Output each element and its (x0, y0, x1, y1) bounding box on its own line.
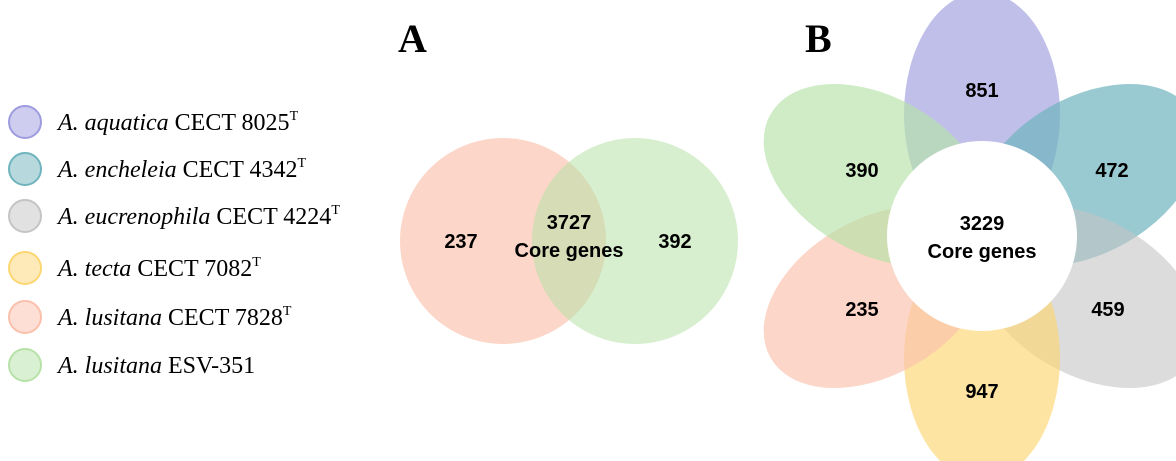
legend-species: A. tecta (56, 256, 131, 282)
legend-sup: T (283, 304, 292, 319)
panel-label-a: A (398, 16, 427, 61)
legend-strain: CECT 7828 (168, 305, 283, 331)
legend-strain: CECT 8025 (175, 110, 290, 136)
panel-label-b: B (805, 16, 832, 61)
petal-value-encheleia: 472 (1095, 160, 1128, 182)
legend-swatch (8, 251, 42, 285)
legend-strain: CECT 7082 (137, 256, 252, 282)
legend-species: A. eucrenophila (56, 204, 210, 230)
legend-species: A. aquatica (56, 110, 169, 136)
legend-strain: CECT 4342 (183, 157, 298, 183)
venn-a-circle-lusitana-esv (532, 138, 738, 344)
venn-b: 851 472 459 947 235 390 3229 Core genes (763, 0, 1176, 461)
legend-swatch (8, 152, 42, 186)
venn-b-core-value: 3229 (960, 213, 1005, 235)
legend-strain: ESV-351 (168, 353, 255, 379)
petal-value-lusitana-cect: 235 (845, 299, 878, 321)
venn-a-left-value: 237 (444, 231, 477, 253)
legend-swatch (8, 105, 42, 139)
legend-sup: T (290, 109, 299, 124)
venn-a-core-label: Core genes (515, 240, 624, 262)
svg-text:A. tecta CECT 7082T: A. tecta CECT 7082T (56, 255, 261, 282)
svg-text:A. aquatica CECT 8025T: A. aquatica CECT 8025T (56, 109, 299, 136)
petal-value-eucrenophila: 459 (1091, 299, 1124, 321)
petal-value-aquatica: 851 (965, 80, 998, 102)
legend-sup: T (331, 203, 340, 218)
legend-swatch (8, 300, 42, 334)
venn-a-core-value: 3727 (547, 212, 592, 234)
venn-a: 237 392 3727 Core genes (400, 138, 738, 344)
legend-item-tecta: A. tecta CECT 7082T (8, 251, 261, 285)
legend-swatch (8, 348, 42, 382)
legend-item-encheleia: A. encheleia CECT 4342T (8, 152, 307, 186)
legend-item-aquatica: A. aquatica CECT 8025T (8, 105, 299, 139)
svg-text:A. lusitana ESV-351: A. lusitana ESV-351 (56, 353, 255, 379)
svg-text:A. encheleia CECT 4342T: A. encheleia CECT 4342T (56, 156, 307, 183)
svg-text:A. lusitana CECT 7828T: A. lusitana CECT 7828T (56, 304, 292, 331)
venn-b-core-label: Core genes (928, 241, 1037, 263)
legend: A. aquatica CECT 8025T A. encheleia CECT… (8, 105, 340, 382)
legend-item-eucrenophila: A. eucrenophila CECT 4224T (8, 199, 340, 233)
legend-species: A. lusitana (56, 305, 162, 331)
legend-sup: T (298, 156, 307, 171)
legend-item-lusitana-cect: A. lusitana CECT 7828T (8, 300, 292, 334)
venn-a-right-value: 392 (658, 231, 691, 253)
legend-species: A. lusitana (56, 353, 162, 379)
petal-value-tecta: 947 (965, 381, 998, 403)
legend-swatch (8, 199, 42, 233)
petal-value-lusitana-esv: 390 (845, 160, 878, 182)
legend-sup: T (252, 255, 261, 270)
svg-text:A. eucrenophila CECT 4224T: A. eucrenophila CECT 4224T (56, 203, 340, 230)
legend-strain: CECT 4224 (216, 204, 331, 230)
legend-species: A. encheleia (56, 157, 177, 183)
core-circle (887, 141, 1077, 331)
legend-item-lusitana-esv: A. lusitana ESV-351 (8, 348, 255, 382)
